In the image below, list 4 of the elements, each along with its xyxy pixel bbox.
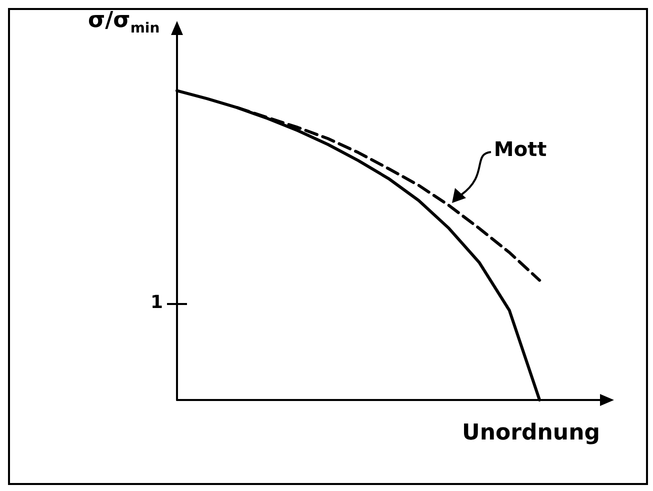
text: 1 xyxy=(150,292,163,313)
x-axis-title: Unordnung xyxy=(462,420,600,446)
y-axis-title: σ/σ$_{min}$ xyxy=(88,8,160,36)
text: Mott xyxy=(494,137,547,162)
